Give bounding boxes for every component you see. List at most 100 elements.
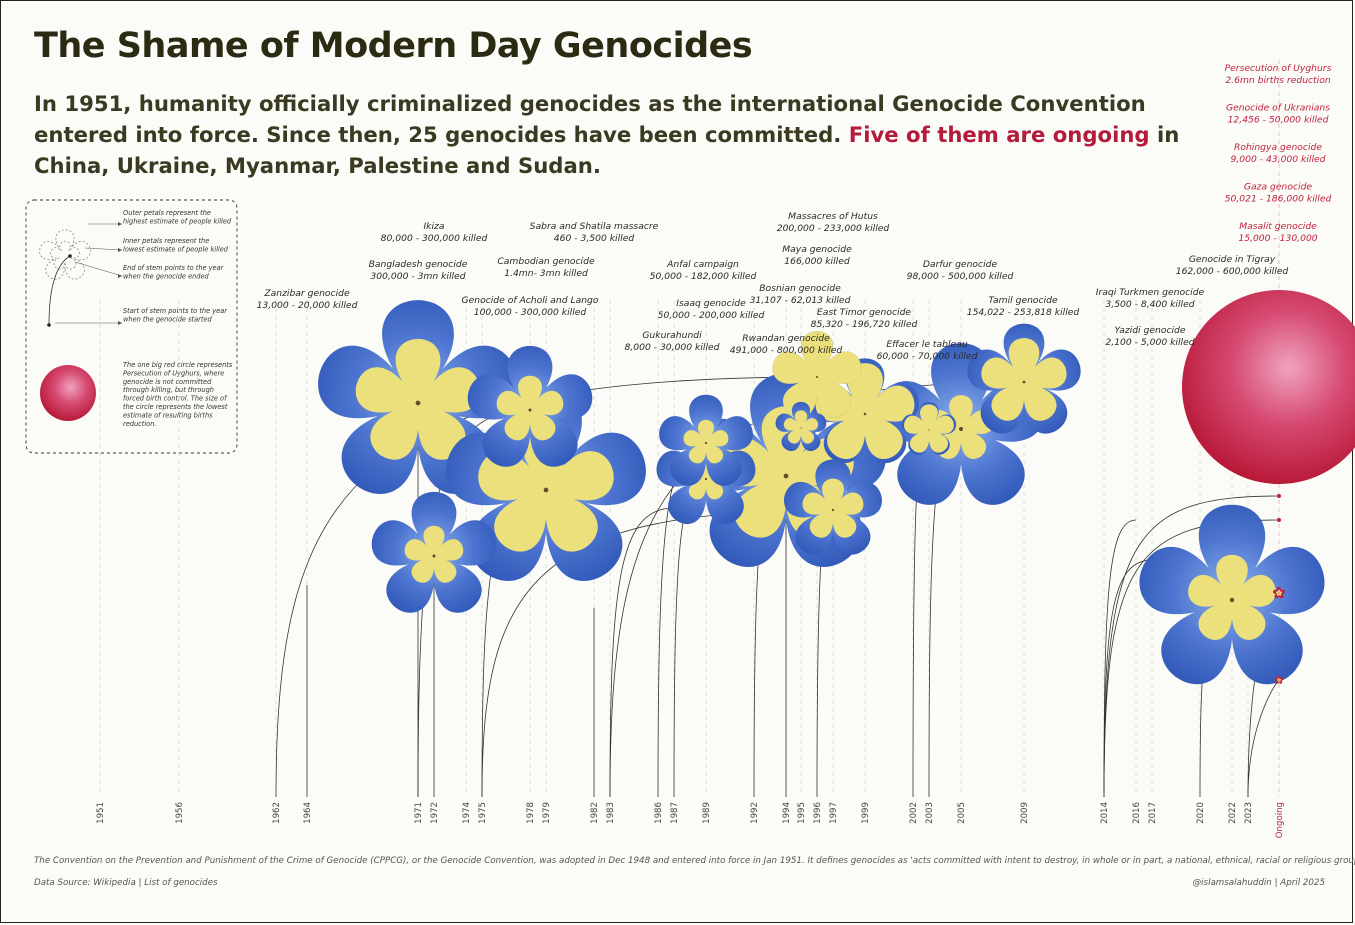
flower-marks	[318, 290, 1355, 685]
legend-line: Outer petals represent the	[123, 209, 211, 217]
x-tick-label: 1964	[303, 802, 313, 824]
legend-stem	[48, 255, 71, 326]
label-range: 50,021 - 186,000 killed	[1225, 194, 1332, 205]
legend-line: The one big red circle represents	[123, 361, 233, 369]
label-name: East Timor genocide	[817, 307, 912, 318]
label-range: 300,000 - 3mn killed	[370, 271, 465, 282]
flower-center	[800, 427, 802, 429]
label-range: 9,000 - 43,000 killed	[1231, 154, 1326, 165]
x-tick-label: 1956	[175, 802, 185, 824]
legend-line: highest estimate of people killed	[123, 217, 232, 225]
flower-isaaq-genocide	[656, 428, 756, 525]
label-range: 154,022 - 253,818 killed	[967, 307, 1080, 318]
label-name: Anfal campaign	[666, 259, 739, 270]
stem-isaaq-genocide	[673, 478, 707, 798]
label-range: 166,000 killed	[784, 256, 850, 267]
flower-center	[1278, 679, 1280, 681]
stem-ongoing-1	[1103, 495, 1280, 798]
label-range: 2.6mn births reduction	[1225, 75, 1331, 86]
legend-line: when the genocide started	[123, 315, 212, 323]
flower-center	[1229, 597, 1235, 603]
label-range: 13,000 - 20,000 killed	[257, 300, 358, 311]
label-name: Massacres of Hutus	[788, 211, 878, 222]
dot-ongoing-b	[1277, 518, 1281, 522]
footer-credit: @islamsalahuddin | April 2025	[1192, 878, 1325, 888]
flower-center	[528, 408, 532, 412]
legend-line: reduction.	[123, 420, 156, 428]
label-range: 12,456 - 50,000 killed	[1228, 115, 1329, 126]
legend-line: Start of stem points to the year	[123, 307, 228, 315]
footer-note: The Convention on the Prevention and Pun…	[34, 856, 1355, 866]
legend-line: Persecution of Uyghurs, where	[123, 369, 224, 377]
label-name: Rohingya genocide	[1234, 142, 1322, 153]
subtitle-highlight: Five of them are ongoing	[848, 122, 1150, 147]
legend-stem-end	[68, 254, 72, 258]
flower-center	[1022, 380, 1026, 384]
flower-center	[704, 477, 708, 481]
label-name: Masalit genocide	[1239, 221, 1317, 232]
page-subtitle: In 1951, humanity officially criminalize…	[34, 88, 1214, 181]
label-name: Persecution of Uyghurs	[1225, 63, 1332, 74]
inner-petals	[783, 410, 819, 444]
legend-line: Inner petals represent the	[123, 237, 209, 245]
label-name: Bangladesh genocide	[369, 259, 468, 270]
inner-petals	[404, 525, 464, 583]
legend-box: Outer petals represent the highest estima…	[25, 199, 238, 454]
label-range: 460 - 3,500 killed	[554, 233, 635, 244]
flower-bosnian-genocide	[775, 401, 827, 452]
label-name: Ikiza	[423, 221, 444, 232]
flower-center	[415, 400, 421, 406]
x-tick-label: Ongoing	[1275, 802, 1285, 838]
legend-note: Outer petals represent the highest estima…	[123, 209, 232, 225]
flower-center	[831, 508, 835, 512]
flower-center	[704, 441, 708, 445]
label-name: Genocide of Acholi and Lango	[461, 295, 598, 306]
x-tick-label: 1972	[430, 802, 440, 824]
legend-line: through killing, but through	[123, 386, 214, 394]
x-axis-ticks: 1951 1956 1962 1964 1971 1972 1974 1975 1978 1979…	[96, 802, 1285, 838]
flower-genocide-in-tigray	[1139, 504, 1325, 685]
legend-arrowhead	[118, 274, 122, 278]
flower-center	[928, 429, 930, 431]
page-title: The Shame of Modern Day Genocides	[34, 26, 753, 66]
x-tick-label: 2003	[925, 802, 935, 824]
stem-yazidi-genocide	[1103, 519, 1137, 798]
x-tick-label: 1979	[542, 802, 552, 824]
footer-source: Data Source: Wikipedia | List of genocid…	[34, 878, 218, 888]
legend-line: End of stem points to the year	[123, 264, 225, 272]
x-tick-label: 1996	[813, 802, 823, 824]
x-tick-label: 1994	[782, 802, 792, 824]
x-tick-label: 2017	[1148, 802, 1158, 824]
x-tick-label: 1982	[590, 802, 600, 824]
label-name: Effacer le tableau	[886, 339, 967, 350]
label-range: 60,000 - 70,000 killed	[877, 351, 978, 362]
legend-inner-petals	[50, 240, 80, 270]
flower-anfal-campaign	[659, 394, 753, 486]
legend-line: genocide is not committed	[123, 378, 212, 386]
inner-petals	[478, 420, 614, 552]
legend-line: lowest estimate of people killed	[123, 245, 229, 253]
x-tick-label: 1974	[462, 802, 472, 824]
legend-border	[25, 199, 238, 454]
flower-persecution-of-uyghurs	[1182, 290, 1355, 484]
flower-cambodian-genocide	[446, 387, 646, 581]
label-range: 3,500 - 8,400 killed	[1105, 299, 1194, 310]
legend-note: Inner petals represent the lowest estimat…	[123, 237, 229, 253]
label-range: 50,000 - 182,000 killed	[650, 271, 757, 282]
flower-massacres-of-hutus	[811, 358, 919, 464]
